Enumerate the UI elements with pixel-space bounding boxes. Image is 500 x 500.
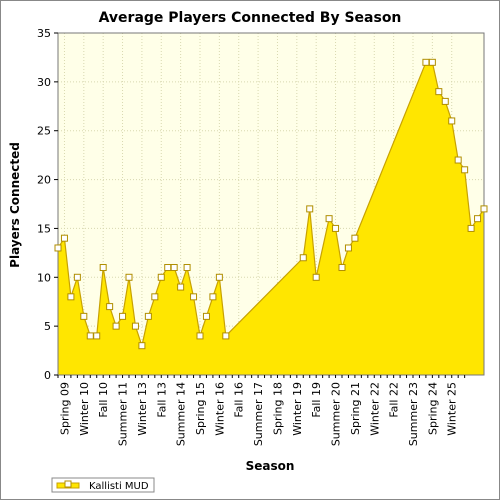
- x-tick-label: Summer 11: [117, 382, 130, 446]
- x-tick-label: Summer 17: [252, 382, 265, 446]
- data-point: [177, 283, 185, 291]
- legend-marker: [64, 480, 72, 488]
- data-point: [112, 322, 120, 330]
- x-tick-label: Spring 09: [58, 382, 71, 435]
- data-point: [67, 293, 75, 301]
- data-point: [325, 215, 333, 223]
- data-point: [461, 166, 469, 174]
- y-tick-label: 35: [37, 27, 51, 40]
- data-point: [338, 264, 346, 272]
- data-point: [164, 264, 172, 272]
- x-tick-label: Winter 22: [368, 382, 381, 436]
- x-tick-label: Spring 18: [271, 382, 284, 435]
- data-point: [299, 254, 307, 262]
- x-tick-label: Spring 15: [194, 382, 207, 435]
- data-point: [332, 224, 340, 232]
- data-point: [306, 205, 314, 213]
- y-tick-label: 15: [37, 222, 51, 235]
- data-point: [474, 215, 482, 223]
- legend: Kallisti MUD: [51, 477, 155, 493]
- data-point: [125, 273, 133, 281]
- x-tick-label: Fall 19: [310, 382, 323, 418]
- chart-title: Average Players Connected By Season: [99, 10, 402, 26]
- data-point: [80, 312, 88, 320]
- data-point: [428, 58, 436, 66]
- data-point: [480, 205, 488, 213]
- x-tick-label: Winter 25: [446, 382, 459, 436]
- data-point: [73, 273, 81, 281]
- data-point: [196, 332, 204, 340]
- data-point: [93, 332, 101, 340]
- y-axis-label: Players Connected: [8, 142, 22, 268]
- y-tick-label: 25: [37, 125, 51, 138]
- data-point: [151, 293, 159, 301]
- data-point: [351, 234, 359, 242]
- data-point: [183, 264, 191, 272]
- data-point: [312, 273, 320, 281]
- y-tick-label: 20: [37, 174, 51, 187]
- data-point: [222, 332, 230, 340]
- x-tick-label: Fall 16: [233, 382, 246, 418]
- x-tick-label: Winter 13: [136, 382, 149, 436]
- data-point: [144, 312, 152, 320]
- data-point: [422, 58, 430, 66]
- x-tick-label: Summer 14: [175, 382, 188, 446]
- x-axis-label: Season: [246, 459, 295, 473]
- x-tick-label: Fall 22: [388, 382, 401, 418]
- data-point: [435, 88, 443, 96]
- y-tick-label: 5: [44, 320, 51, 333]
- data-point: [202, 312, 210, 320]
- x-tick-label: Spring 24: [426, 382, 439, 435]
- data-point: [119, 312, 127, 320]
- y-tick-label: 30: [37, 76, 51, 89]
- x-tick-label: Summer 20: [330, 382, 343, 446]
- data-point: [131, 322, 139, 330]
- data-point: [86, 332, 94, 340]
- legend-label: Kallisti MUD: [89, 481, 149, 492]
- plot-area: 0 5 10 15 20 25 30 35 Spring 09 Winter 10 Fall 10 S…: [37, 27, 488, 446]
- data-point: [209, 293, 217, 301]
- x-tick-label: Fall 10: [97, 382, 110, 418]
- data-point: [54, 244, 62, 252]
- data-point: [441, 97, 449, 105]
- data-point: [138, 342, 146, 350]
- data-point: [190, 293, 198, 301]
- series-area: [58, 62, 484, 376]
- data-point: [170, 264, 178, 272]
- x-tick-label: Fall 13: [155, 382, 168, 418]
- data-point: [448, 117, 456, 125]
- data-point: [467, 224, 475, 232]
- x-tick-label: Spring 21: [349, 382, 362, 435]
- x-tick-label: Winter 16: [213, 382, 226, 436]
- data-point: [454, 156, 462, 164]
- x-tick-label: Winter 10: [78, 382, 91, 436]
- x-tick-label: Summer 23: [407, 382, 420, 446]
- data-point: [106, 303, 114, 311]
- data-point: [215, 273, 223, 281]
- y-tick-label: 0: [44, 369, 51, 382]
- y-tick-label: 10: [37, 271, 51, 284]
- data-point: [99, 264, 107, 272]
- data-point: [157, 273, 165, 281]
- data-point: [60, 234, 68, 242]
- x-tick-label: Winter 19: [291, 382, 304, 436]
- data-point: [344, 244, 352, 252]
